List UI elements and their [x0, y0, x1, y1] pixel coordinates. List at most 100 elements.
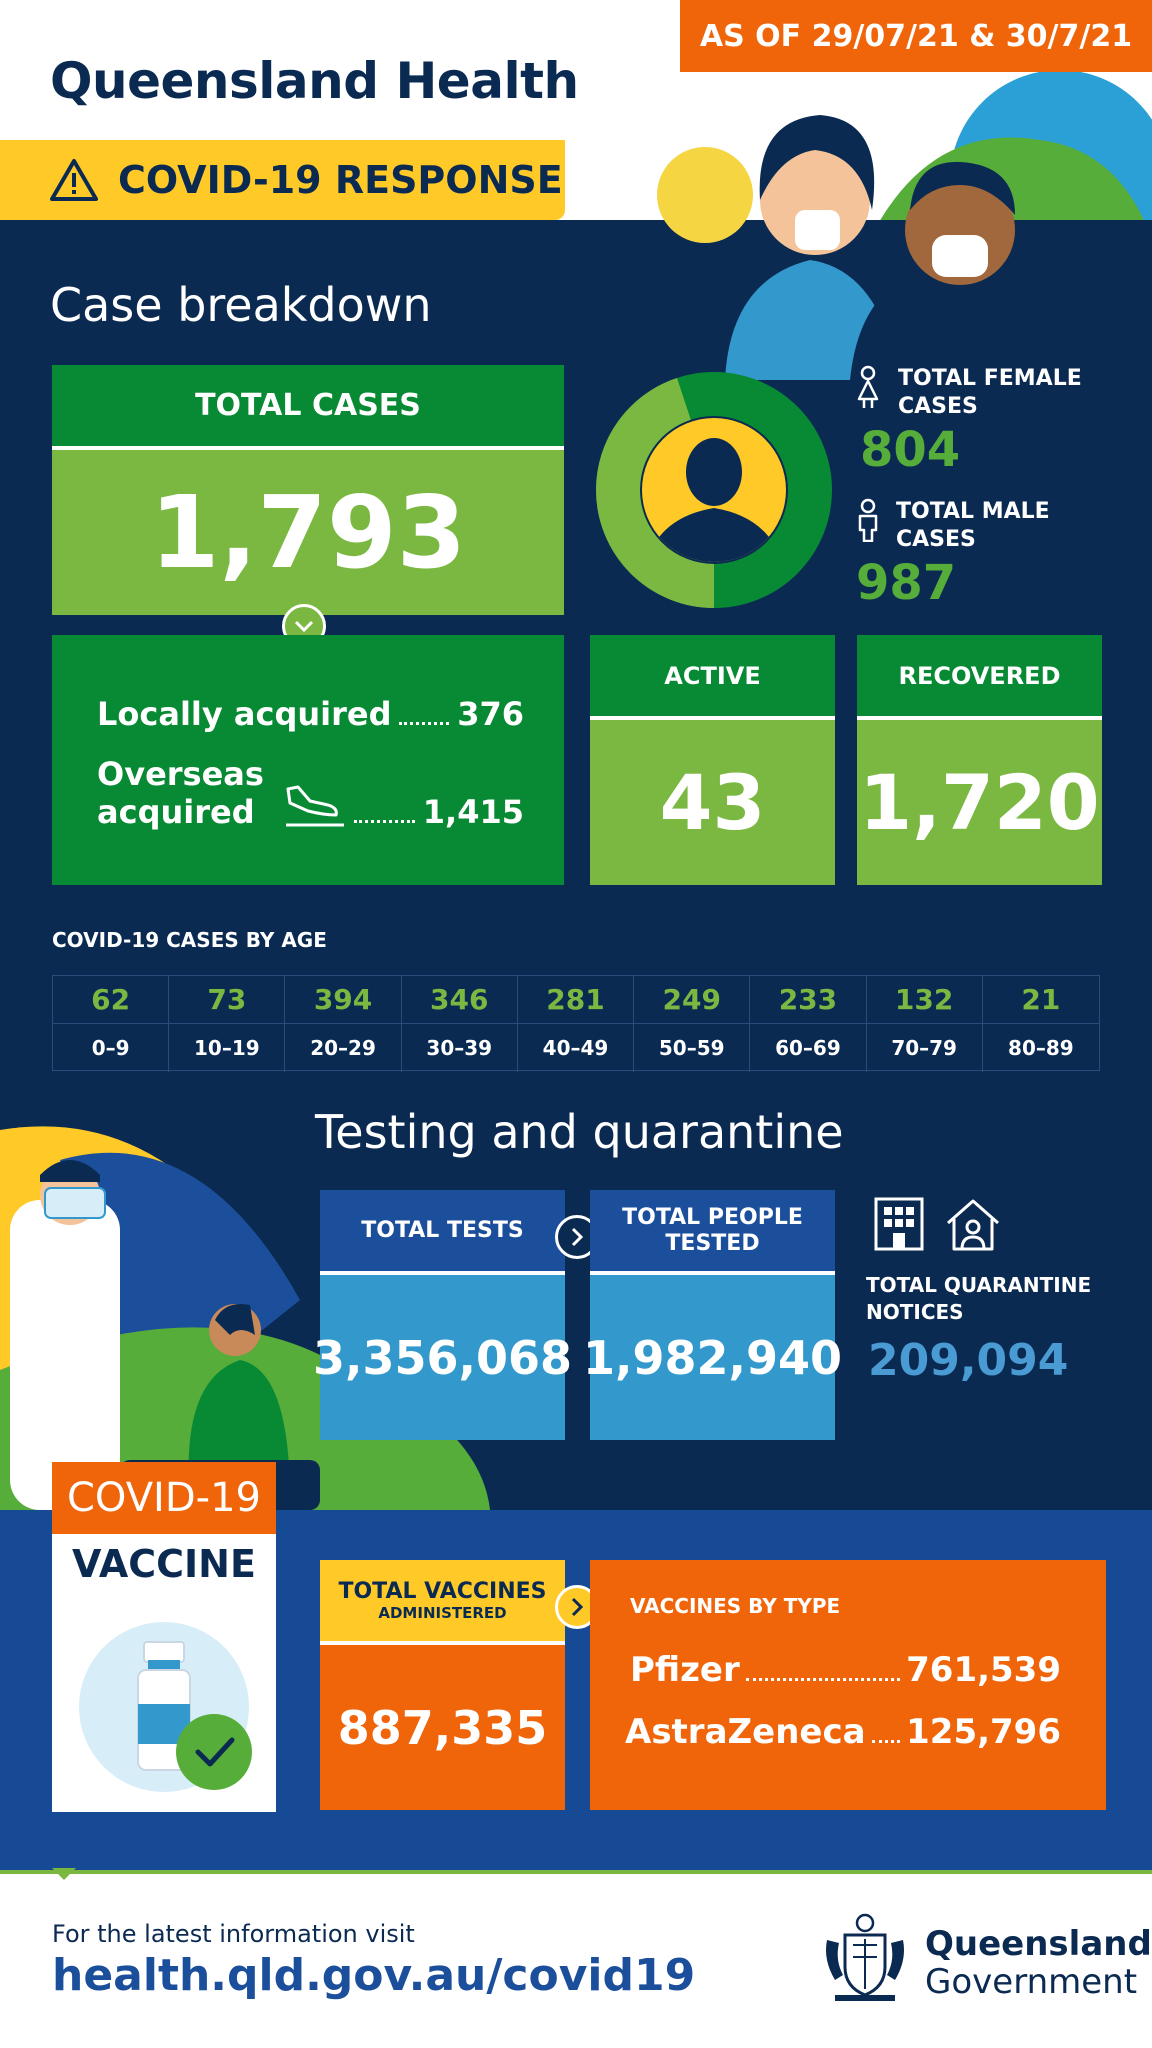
- vaccine-card: COVID-19 VACCINE: [52, 1462, 276, 1812]
- recovered-card: RECOVERED 1,720: [857, 635, 1102, 885]
- age-range-label: 80–89: [1008, 1036, 1074, 1060]
- female-label-line-2: CASES: [898, 394, 978, 419]
- age-range-label: 30–39: [402, 1024, 518, 1072]
- vaccines-by-type-title: VACCINES BY TYPE: [630, 1594, 841, 1618]
- astrazeneca-row: AstraZeneca 125,796: [625, 1712, 1061, 1752]
- age-value: 21: [982, 976, 1099, 1024]
- dotted-leader: [745, 1678, 901, 1681]
- age-range-label: 0–9: [53, 1024, 170, 1072]
- total-tests-card: TOTAL TESTS 3,356,068: [313, 1190, 572, 1440]
- government-name-line-1: Queensland: [925, 1924, 1152, 1964]
- overseas-acquired-label: Overseas acquired: [97, 755, 264, 831]
- footer: [0, 1870, 1152, 2048]
- vaccine-card-head: COVID-19: [52, 1462, 276, 1534]
- overseas-label-line-1: Overseas: [97, 755, 264, 793]
- male-label-line-1: TOTAL MALE: [896, 499, 1050, 524]
- total-vaccines-label: TOTAL VACCINES: [338, 1579, 547, 1604]
- total-vaccines-sublabel: ADMINISTERED: [378, 1604, 507, 1622]
- age-value: 394: [285, 976, 402, 1024]
- age-range-label: 70–79: [867, 1024, 983, 1072]
- total-people-tested-card: TOTAL PEOPLE TESTED 1,982,940: [583, 1190, 842, 1440]
- government-name: Queensland Government: [925, 1925, 1152, 2001]
- astrazeneca-value: 125,796: [906, 1712, 1061, 1752]
- total-cases-label: TOTAL CASES: [52, 365, 564, 450]
- total-vaccines-header: TOTAL VACCINES ADMINISTERED: [320, 1560, 565, 1645]
- age-range-label: 20–29: [285, 1024, 402, 1072]
- recovered-value: 1,720: [857, 720, 1102, 885]
- age-value: 62: [53, 976, 170, 1024]
- total-cases-card: TOTAL CASES 1,793: [52, 365, 564, 615]
- government-name-line-2: Government: [925, 1962, 1138, 2002]
- dotted-leader: [353, 820, 415, 823]
- footer-notch: [52, 1868, 76, 1880]
- date-banner: AS OF 29/07/21 & 30/7/21: [680, 0, 1152, 72]
- locally-acquired-value: 376: [457, 695, 524, 733]
- total-vaccines-card: TOTAL VACCINES ADMINISTERED 887,335: [320, 1560, 565, 1810]
- overseas-acquired-value: 1,415: [422, 793, 524, 831]
- recovered-label: RECOVERED: [857, 635, 1102, 720]
- donut-female-segment: [596, 372, 832, 608]
- covid-response-label: COVID-19 RESPONSE: [118, 158, 563, 202]
- people-tested-label-line-2: TESTED: [665, 1230, 760, 1256]
- age-table-title: COVID-19 CASES BY AGE: [52, 928, 327, 952]
- pfizer-value: 761,539: [906, 1650, 1061, 1690]
- female-icon: [857, 365, 879, 408]
- people-tested-label-line-1: TOTAL PEOPLE: [622, 1204, 803, 1230]
- vaccine-vial-icon: [79, 1622, 252, 1792]
- male-label-line-2: CASES: [896, 527, 976, 552]
- dotted-leader: [399, 722, 450, 725]
- total-vaccines-value: 887,335: [320, 1645, 565, 1810]
- page-title: Queensland Health: [50, 52, 579, 110]
- age-value: 249: [634, 976, 751, 1024]
- age-range-label: 60–69: [750, 1024, 867, 1072]
- quarantine-label: TOTAL QUARANTINE NOTICES: [866, 1272, 1091, 1326]
- plane-landing-icon: [285, 785, 344, 827]
- male-icon: [858, 498, 878, 542]
- age-table: 62 73 394 346 281 249 233 132 21 0–9 10–…: [52, 975, 1100, 1072]
- total-cases-value: 1,793: [52, 450, 564, 615]
- dotted-leader: [871, 1740, 901, 1743]
- vaccine-card-title: VACCINE: [72, 1542, 256, 1586]
- footer-visit-text: For the latest information visit: [52, 1920, 415, 1948]
- age-value: 233: [750, 976, 867, 1024]
- queensland-crest-logo: [826, 1913, 904, 2001]
- covid-response-tag: COVID-19 RESPONSE: [0, 140, 565, 220]
- gender-donut-chart: [596, 372, 832, 608]
- quarantine-value: 209,094: [868, 1335, 1069, 1386]
- age-value: 132: [866, 976, 983, 1024]
- overseas-acquired-row: Overseas acquired 1,415: [97, 755, 524, 831]
- age-value: 281: [517, 976, 635, 1024]
- age-range-label: 10–19: [169, 1024, 286, 1072]
- quarantine-label-line-1: TOTAL QUARANTINE: [866, 1273, 1092, 1297]
- total-tests-label: TOTAL TESTS: [320, 1190, 565, 1275]
- astrazeneca-label: AstraZeneca: [625, 1712, 866, 1752]
- overseas-label-line-2: acquired: [97, 793, 255, 831]
- female-cases-label: TOTAL FEMALE CASES: [898, 365, 1082, 421]
- active-value: 43: [590, 720, 835, 885]
- male-cases-label: TOTAL MALE CASES: [896, 498, 1050, 554]
- age-range-label: 50–59: [634, 1024, 751, 1072]
- active-label: ACTIVE: [590, 635, 835, 720]
- female-cases-value: 804: [860, 422, 961, 478]
- female-label-line-1: TOTAL FEMALE: [898, 366, 1082, 391]
- footer-link[interactable]: health.qld.gov.au/covid19: [52, 1950, 696, 2001]
- house-person-icon: [947, 1199, 999, 1251]
- people-illustration: [657, 115, 1060, 380]
- locally-acquired-row: Locally acquired 376: [97, 695, 524, 733]
- age-value: 346: [401, 976, 518, 1024]
- pfizer-label: Pfizer: [630, 1650, 740, 1690]
- case-breakdown-heading: Case breakdown: [50, 278, 432, 332]
- people-tested-label: TOTAL PEOPLE TESTED: [590, 1190, 835, 1275]
- acquisition-card: Locally acquired 376 Overseas acquired 1…: [52, 635, 564, 885]
- vaccines-by-type-card: VACCINES BY TYPE Pfizer 761,539 AstraZen…: [590, 1560, 1106, 1810]
- total-tests-value: 3,356,068: [313, 1275, 572, 1440]
- warning-icon: [50, 159, 98, 201]
- building-icon: [874, 1197, 924, 1251]
- pfizer-row: Pfizer 761,539: [630, 1650, 1061, 1690]
- people-tested-value: 1,982,940: [583, 1275, 842, 1440]
- active-card: ACTIVE 43: [590, 635, 835, 885]
- age-range-label: 40–49: [518, 1024, 635, 1072]
- male-cases-value: 987: [856, 555, 957, 611]
- testing-heading: Testing and quarantine: [315, 1105, 844, 1159]
- quarantine-label-line-2: NOTICES: [866, 1300, 964, 1324]
